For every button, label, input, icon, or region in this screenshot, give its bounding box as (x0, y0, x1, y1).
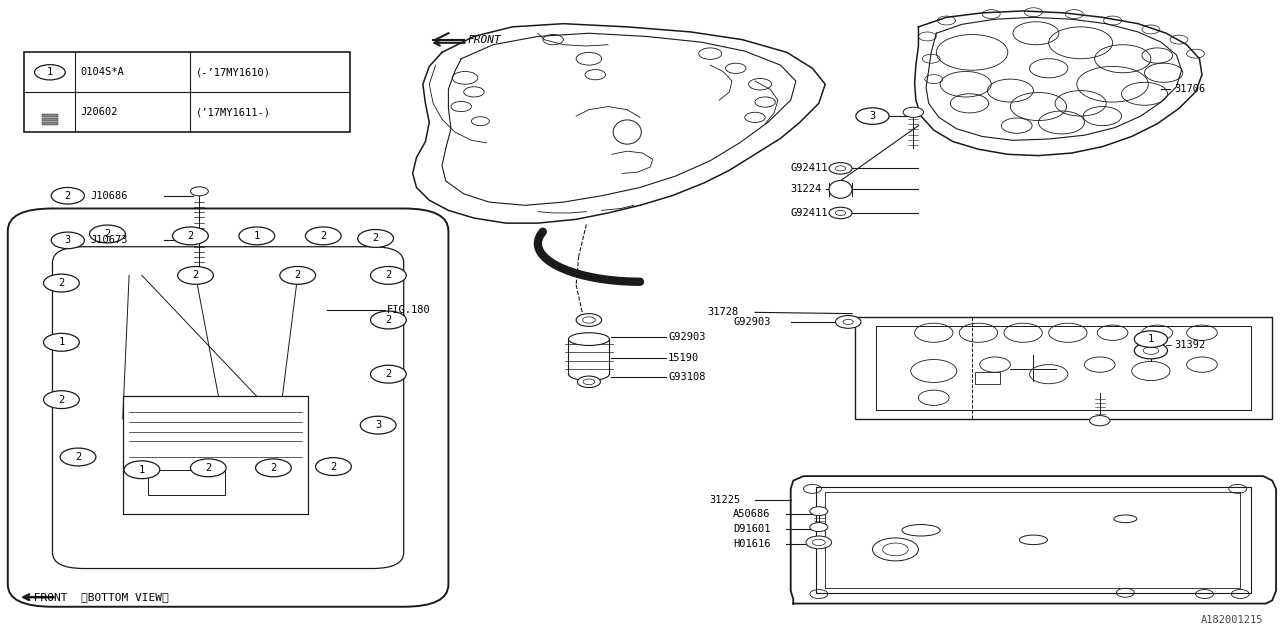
Text: ←FRONT  〈BOTTOM VIEW〉: ←FRONT 〈BOTTOM VIEW〉 (27, 592, 169, 602)
Text: 2: 2 (385, 270, 392, 280)
Circle shape (191, 232, 209, 241)
Circle shape (370, 266, 406, 284)
Text: 31224: 31224 (791, 184, 822, 195)
Text: 2: 2 (59, 278, 64, 288)
Text: G93108: G93108 (668, 372, 705, 382)
Text: 2: 2 (65, 191, 70, 201)
Circle shape (576, 314, 602, 326)
Text: 1: 1 (138, 465, 145, 475)
Circle shape (810, 507, 828, 516)
Circle shape (1134, 331, 1167, 348)
FancyBboxPatch shape (8, 209, 448, 607)
Circle shape (836, 316, 861, 328)
Bar (42, 122, 58, 125)
Bar (42, 114, 58, 117)
Circle shape (280, 266, 316, 284)
Bar (974, 372, 1000, 384)
Text: 31225: 31225 (709, 495, 740, 505)
Circle shape (360, 416, 396, 434)
Text: FIG.180: FIG.180 (387, 305, 431, 316)
Circle shape (124, 461, 160, 479)
Text: 2: 2 (294, 270, 301, 280)
Ellipse shape (568, 333, 609, 346)
Text: 3: 3 (869, 111, 876, 121)
Text: H01616: H01616 (733, 540, 771, 549)
Circle shape (316, 458, 351, 476)
Circle shape (178, 266, 214, 284)
Text: 3: 3 (375, 420, 381, 430)
Text: 2: 2 (104, 229, 110, 239)
Circle shape (904, 107, 924, 117)
Text: 1: 1 (1148, 334, 1155, 344)
Text: 1: 1 (47, 67, 52, 77)
Text: 0104S*A: 0104S*A (81, 67, 124, 77)
Text: FRONT: FRONT (467, 35, 502, 45)
Text: 31706: 31706 (1174, 84, 1206, 94)
Ellipse shape (829, 180, 852, 198)
Circle shape (239, 227, 275, 245)
Text: 15190: 15190 (668, 353, 699, 364)
Text: (-’17MY1610): (-’17MY1610) (196, 67, 270, 77)
Text: 2: 2 (330, 461, 337, 472)
Text: 3: 3 (65, 236, 70, 245)
Circle shape (191, 459, 227, 477)
Circle shape (577, 376, 600, 388)
Circle shape (51, 188, 84, 204)
Text: G92903: G92903 (733, 317, 771, 327)
Circle shape (44, 391, 79, 408)
Circle shape (829, 207, 852, 219)
Text: 1: 1 (59, 337, 64, 348)
Text: G92411: G92411 (791, 163, 828, 173)
Bar (24, 52, 349, 132)
Circle shape (357, 230, 393, 247)
Circle shape (1134, 342, 1167, 359)
Text: 2: 2 (205, 463, 211, 473)
Text: G92411: G92411 (791, 208, 828, 218)
Text: 1: 1 (253, 231, 260, 241)
Text: (’17MY1611-): (’17MY1611-) (196, 107, 270, 117)
Circle shape (256, 459, 292, 477)
Circle shape (191, 187, 209, 196)
Text: D91601: D91601 (733, 524, 771, 534)
Text: A50686: A50686 (733, 509, 771, 518)
Circle shape (370, 365, 406, 383)
Circle shape (35, 65, 65, 80)
Circle shape (44, 274, 79, 292)
Text: 31728: 31728 (708, 307, 739, 317)
Circle shape (1089, 415, 1110, 426)
Text: 31392: 31392 (1174, 340, 1206, 351)
Circle shape (306, 227, 342, 245)
Circle shape (60, 448, 96, 466)
Bar (42, 118, 58, 121)
Text: J20602: J20602 (81, 107, 118, 117)
Circle shape (173, 227, 209, 245)
Text: 2: 2 (76, 452, 81, 462)
Text: 2: 2 (372, 234, 379, 243)
Circle shape (856, 108, 890, 124)
Circle shape (51, 232, 84, 248)
Circle shape (806, 536, 832, 548)
Circle shape (90, 225, 125, 243)
Text: 2: 2 (320, 231, 326, 241)
Text: 2: 2 (385, 315, 392, 325)
Text: A182001215: A182001215 (1201, 614, 1263, 625)
Text: J10673: J10673 (91, 236, 128, 245)
Circle shape (370, 311, 406, 329)
Circle shape (44, 333, 79, 351)
Circle shape (810, 523, 828, 532)
Circle shape (829, 163, 852, 174)
Text: G92903: G92903 (668, 332, 705, 342)
Text: 2: 2 (192, 270, 198, 280)
Bar (148, 470, 225, 495)
Text: 2: 2 (270, 463, 276, 473)
Text: J10686: J10686 (91, 191, 128, 201)
Text: 2: 2 (187, 231, 193, 241)
Text: 2: 2 (59, 395, 64, 404)
Text: 2: 2 (385, 369, 392, 379)
Bar (123, 396, 308, 515)
